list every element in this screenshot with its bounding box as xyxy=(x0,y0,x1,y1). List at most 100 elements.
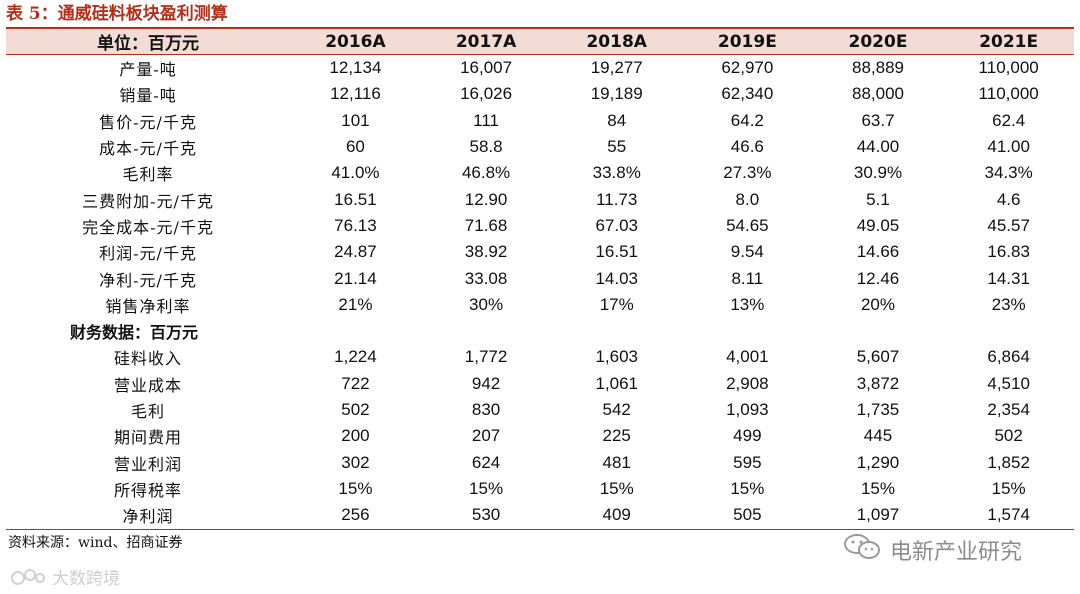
row-label: 营业利润 xyxy=(114,454,183,474)
table-cell: 302 xyxy=(341,452,370,472)
column-header: 2019E xyxy=(682,29,813,55)
table-cell: 1,772 xyxy=(464,347,508,367)
table-row: 销售净利率 21% 30% 17% 13% 20% 23% xyxy=(6,292,1074,318)
row-label: 成本-元/千克 xyxy=(99,139,197,159)
watermark-right-text: 电新产业研究 xyxy=(890,540,1023,565)
table-row: 硅料收入 1,224 1,772 1,603 4,001 5,607 6,864 xyxy=(6,344,1074,370)
table-cell: 84 xyxy=(607,110,627,130)
table-header-row: 单位：百万元 2016A 2017A 2018A 2019E 2020E 202… xyxy=(6,29,1074,55)
table-cell: 19,277 xyxy=(590,58,643,78)
table-cell: 481 xyxy=(602,452,631,472)
table-cell: 1,224 xyxy=(334,347,377,367)
table-row: 完全成本-元/千克 76.13 71.68 67.03 54.65 49.05 45.57 xyxy=(6,213,1074,239)
row-label: 完全成本-元/千克 xyxy=(82,217,214,237)
table-row: 毛利 502 830 542 1,093 1,735 2,354 xyxy=(6,397,1074,423)
table-cell: 1,574 xyxy=(987,505,1030,525)
wechat-icon xyxy=(842,532,882,568)
table-bottom-divider xyxy=(6,529,1074,530)
table-cell: 24.87 xyxy=(334,242,377,262)
table-title: 表 5：通威硅料板块盈利测算 xyxy=(6,4,228,24)
source-note: 资料来源：wind、招商证券 xyxy=(8,535,183,551)
table-cell: 13% xyxy=(730,294,765,314)
table-cell: 60 xyxy=(345,137,365,157)
watermark-left-text: 大数跨境 xyxy=(52,569,120,589)
table-cell: 62,340 xyxy=(721,84,774,104)
table-cell: 19,189 xyxy=(590,84,643,104)
table-cell: 1,093 xyxy=(726,400,769,419)
table-cell: 110,000 xyxy=(978,84,1039,104)
row-label: 毛利率 xyxy=(122,165,174,185)
row-label: 净利-元/千克 xyxy=(99,270,197,290)
title-divider xyxy=(6,27,1074,29)
column-header: 2016A xyxy=(290,29,421,55)
row-label: 营业成本 xyxy=(114,375,183,395)
table-cell: 256 xyxy=(341,505,370,525)
watermark-right: 电新产业研究 xyxy=(842,532,1022,568)
table-cell: 101 xyxy=(341,110,370,130)
table-row: 营业成本 722 942 1,061 2,908 3,872 4,510 xyxy=(6,371,1074,397)
table-cell: 23% xyxy=(991,294,1026,314)
row-label: 所得税率 xyxy=(114,480,183,500)
table-cell: 16,007 xyxy=(460,58,513,78)
table-cell: 88,000 xyxy=(851,84,904,104)
table-cell: 1,852 xyxy=(987,452,1030,472)
table-cell: 71.68 xyxy=(464,215,508,235)
table-cell: 505 xyxy=(733,505,762,525)
row-label: 毛利 xyxy=(131,402,166,421)
table-cell: 46.8% xyxy=(461,163,511,183)
section-label: 财务数据：百万元 xyxy=(70,323,199,343)
table-cell: 110,000 xyxy=(978,58,1039,78)
table-cell: 12,116 xyxy=(330,84,381,104)
table-cell: 722 xyxy=(341,373,370,393)
table-cell: 46.6 xyxy=(730,137,764,157)
column-header: 2017A xyxy=(420,29,552,55)
table-cell: 111 xyxy=(473,110,499,130)
table-cell: 21% xyxy=(338,294,373,314)
row-label: 净利润 xyxy=(122,507,174,527)
table-cell: 502 xyxy=(341,400,370,419)
table-cell: 12.46 xyxy=(856,268,900,288)
table-cell: 14.31 xyxy=(987,268,1030,288)
table-cell: 12,134 xyxy=(329,58,382,78)
table-row: 售价-元/千克 101 111 84 64.2 63.7 62.4 xyxy=(6,108,1074,134)
table-cell: 17% xyxy=(599,294,634,314)
table-cell: 58.8 xyxy=(469,137,503,157)
table-cell: 1,061 xyxy=(595,373,638,393)
watermark-logo-icon xyxy=(10,566,46,588)
table-cell: 14.66 xyxy=(856,242,900,262)
table-cell: 6,864 xyxy=(987,347,1030,367)
table-row: 销量-吨 12,116 16,026 19,189 62,340 88,000 110,00… xyxy=(6,81,1074,107)
data-table: 单位：百万元 2016A 2017A 2018A 2019E 2020E 202… xyxy=(6,29,1074,528)
table-cell: 624 xyxy=(471,452,501,472)
table-cell: 63.7 xyxy=(861,110,895,130)
row-label: 利润-元/千克 xyxy=(99,244,197,264)
table-cell: 41.00 xyxy=(987,137,1030,157)
table-cell: 2,908 xyxy=(726,373,769,393)
table-cell: 16.83 xyxy=(987,242,1030,262)
table-cell: 8.11 xyxy=(731,268,764,288)
table-cell: 16.51 xyxy=(334,189,377,209)
table-cell: 1,290 xyxy=(856,452,900,472)
table-cell: 12.90 xyxy=(464,189,508,209)
table-cell: 15% xyxy=(730,478,765,498)
table-cell: 30% xyxy=(469,294,504,314)
table-cell: 16.51 xyxy=(595,242,638,262)
column-header: 2018A xyxy=(551,29,683,55)
table-row: 成本-元/千克 60 58.8 55 46.6 44.00 41.00 xyxy=(6,134,1074,160)
table-cell: 49.05 xyxy=(856,215,900,235)
table-row: 三费附加-元/千克 16.51 12.90 11.73 8.0 5.1 4.6 xyxy=(6,186,1074,212)
table-cell: 64.2 xyxy=(730,110,764,130)
table-cell: 5.1 xyxy=(866,189,890,209)
table-cell: 1,735 xyxy=(856,400,900,419)
table-row: 期间费用 200 207 225 499 445 502 xyxy=(6,423,1074,449)
column-header: 2021E xyxy=(943,29,1074,55)
table-cell: 1,097 xyxy=(856,505,900,525)
table-cell: 11.73 xyxy=(596,189,638,209)
table-cell: 88,889 xyxy=(851,58,904,78)
table-cell: 21.14 xyxy=(334,268,377,288)
table-cell: 62.4 xyxy=(992,110,1026,130)
table-cell: 16,026 xyxy=(460,84,513,104)
table-cell: 67.03 xyxy=(595,215,638,235)
table-cell: 62,970 xyxy=(721,58,774,78)
table-cell: 207 xyxy=(471,426,501,446)
